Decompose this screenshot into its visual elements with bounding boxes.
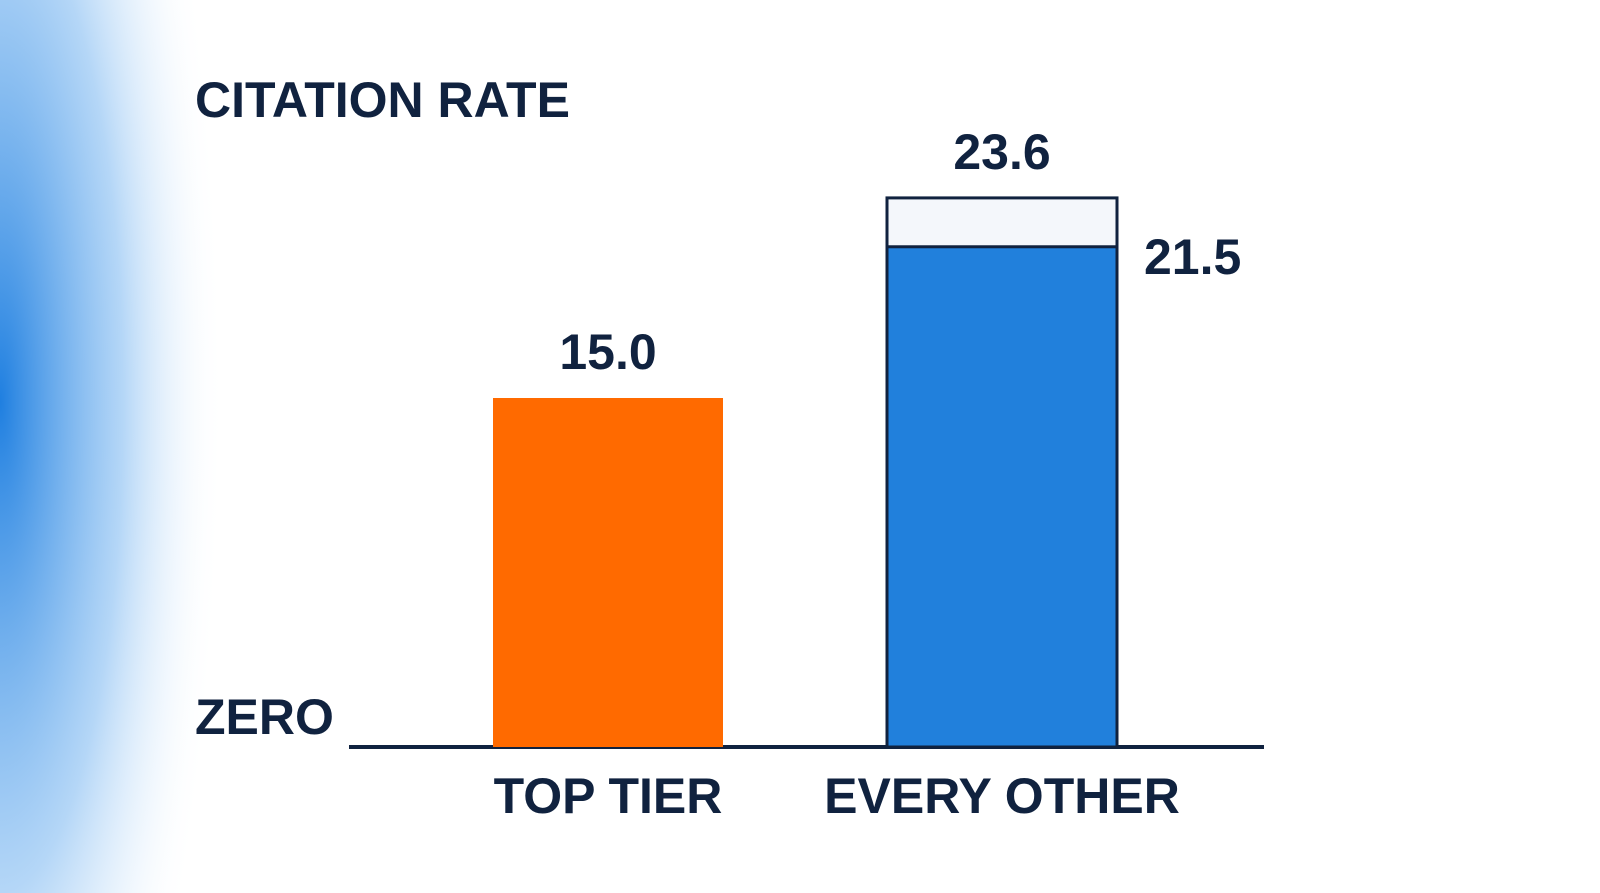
chart-title: CITATION RATE [195,72,570,128]
x-tick-label: EVERY OTHER [824,768,1180,824]
y-tick-label: ZERO [195,689,334,745]
bar [493,398,723,747]
value-label: 23.6 [953,124,1050,180]
bar [885,245,1119,749]
value-label: 15.0 [559,324,656,380]
value-label: 21.5 [1144,229,1241,285]
x-tick-label: TOP TIER [494,768,723,824]
